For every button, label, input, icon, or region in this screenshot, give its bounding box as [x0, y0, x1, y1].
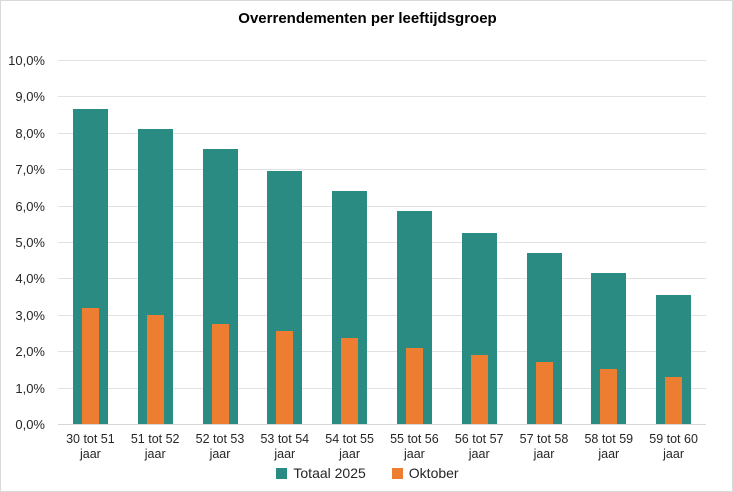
bar-oktober[interactable] — [276, 331, 294, 424]
legend-item-totaal-2025[interactable]: Totaal 2025 — [276, 465, 366, 481]
bar-oktober[interactable] — [470, 354, 488, 424]
bar-oktober[interactable] — [600, 369, 618, 424]
x-tick-label: 58 tot 59 jaar — [584, 432, 634, 461]
gridline — [58, 96, 706, 98]
x-tick-label: 52 tot 53 jaar — [195, 432, 245, 461]
y-tick-label: 6,0% — [15, 198, 45, 214]
legend-item-oktober[interactable]: Oktober — [391, 465, 459, 481]
gridline — [58, 132, 706, 134]
y-tick-label: 10,0% — [8, 53, 45, 68]
x-tick-label: 59 tot 60 jaar — [649, 432, 698, 461]
gridline — [58, 169, 706, 171]
bar-oktober[interactable] — [146, 314, 164, 424]
plot-area — [58, 60, 706, 425]
x-axis-line — [58, 424, 706, 425]
legend-swatch-oktober — [391, 467, 403, 479]
gridline — [58, 242, 706, 243]
legend: Totaal 2025 Oktober — [1, 465, 732, 481]
chart-title: Overrendementen per leeftijdsgroep — [238, 10, 497, 27]
legend-label: Totaal 2025 — [293, 465, 366, 481]
bar-oktober[interactable] — [405, 347, 423, 424]
gridline — [58, 278, 706, 280]
gridline — [58, 351, 706, 353]
y-tick-label: 2,0% — [15, 344, 45, 360]
x-tick-label: 30 tot 51 jaar — [66, 432, 115, 461]
y-tick-label: 0,0% — [15, 417, 45, 432]
x-tick-label: 54 tot 55 jaar — [325, 432, 374, 461]
y-tick-label: 5,0% — [15, 235, 45, 250]
x-tick-label: 56 tot 57 jaar — [454, 432, 504, 461]
bar-oktober[interactable] — [535, 362, 553, 424]
bar-oktober[interactable] — [341, 338, 359, 424]
gridline — [58, 314, 706, 316]
y-tick-label: 1,0% — [15, 380, 45, 396]
gridline — [58, 60, 706, 61]
bar-oktober[interactable] — [211, 323, 229, 424]
gridline — [58, 205, 706, 207]
x-tick-label: 57 tot 58 jaar — [519, 432, 569, 461]
bar-oktober[interactable] — [81, 307, 99, 424]
gridline — [58, 387, 706, 389]
y-tick-label: 8,0% — [15, 125, 45, 141]
bar-oktober[interactable] — [665, 376, 683, 424]
x-tick-label: 51 tot 52 jaar — [130, 432, 180, 461]
y-tick-label: 7,0% — [15, 162, 45, 178]
legend-swatch-totaal-2025 — [276, 467, 288, 479]
legend-label: Oktober — [408, 465, 459, 481]
y-tick-label: 3,0% — [15, 307, 45, 323]
x-tick-label: 53 tot 54 jaar — [260, 432, 310, 461]
y-tick-label: 9,0% — [15, 89, 45, 105]
y-tick-label: 4,0% — [15, 271, 45, 287]
x-tick-label: 55 tot 56 jaar — [390, 432, 439, 461]
